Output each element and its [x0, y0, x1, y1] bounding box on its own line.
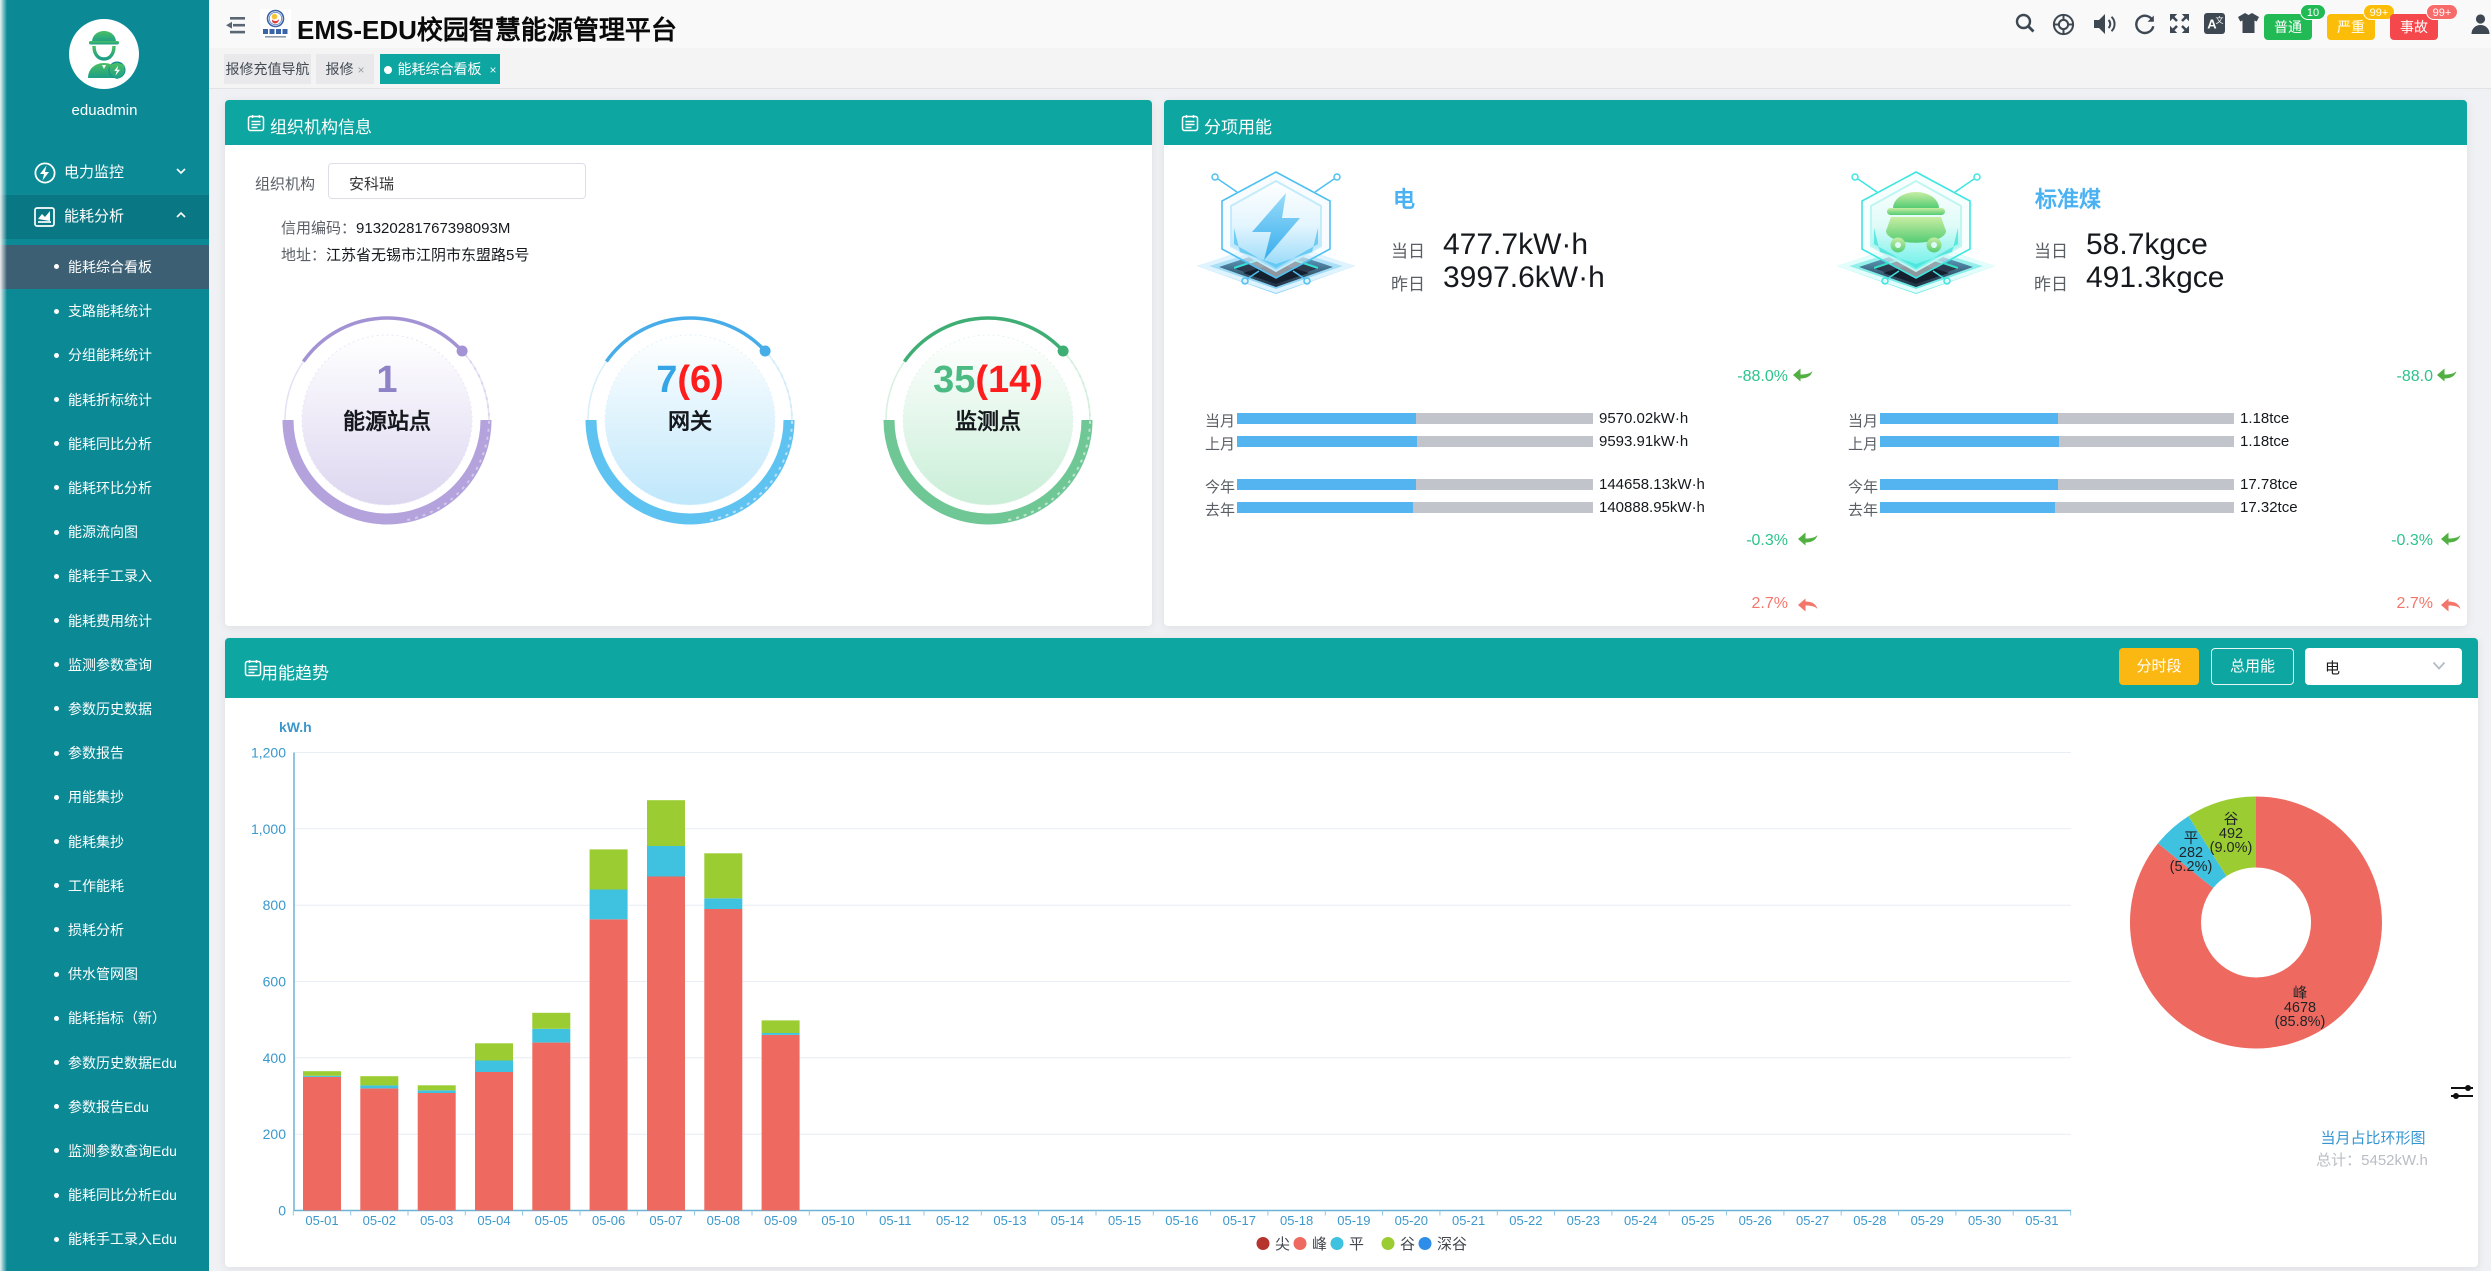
svg-text:05-11: 05-11 [879, 1213, 911, 1228]
svg-text:A: A [2207, 17, 2217, 32]
svg-text:平: 平 [1349, 1236, 1364, 1253]
svg-text:4678: 4678 [2284, 1000, 2316, 1016]
svg-text:05-16: 05-16 [1165, 1213, 1198, 1228]
svg-text:05-04: 05-04 [477, 1213, 510, 1228]
svg-text:平: 平 [2184, 831, 2199, 847]
svg-text:峰: 峰 [1312, 1236, 1327, 1253]
svg-text:05-31: 05-31 [2025, 1213, 2058, 1228]
svg-text:05-10: 05-10 [821, 1213, 854, 1228]
svg-text:492: 492 [2219, 826, 2243, 842]
svg-text:05-28: 05-28 [1853, 1213, 1886, 1228]
svg-text:能源站点: 能源站点 [343, 409, 431, 434]
svg-text:05-13: 05-13 [993, 1213, 1026, 1228]
svg-text:1,200: 1,200 [251, 745, 286, 761]
svg-text:05-01: 05-01 [305, 1213, 338, 1228]
svg-text:05-26: 05-26 [1739, 1213, 1772, 1228]
svg-text:网关: 网关 [668, 409, 712, 434]
svg-text:(85.8%): (85.8%) [2275, 1014, 2326, 1030]
svg-text:35(14): 35(14) [933, 359, 1043, 401]
svg-text:1: 1 [376, 359, 397, 401]
svg-text:05-25: 05-25 [1681, 1213, 1714, 1228]
svg-text:0: 0 [278, 1203, 286, 1219]
svg-text:05-07: 05-07 [649, 1213, 682, 1228]
svg-text:05-23: 05-23 [1567, 1213, 1600, 1228]
svg-text:05-20: 05-20 [1395, 1213, 1428, 1228]
svg-text:kW.h: kW.h [279, 719, 312, 735]
svg-text:05-06: 05-06 [592, 1213, 625, 1228]
svg-text:深谷: 深谷 [1437, 1236, 1467, 1253]
svg-text:05-15: 05-15 [1108, 1213, 1141, 1228]
svg-text:7(6): 7(6) [656, 359, 724, 401]
svg-text:05-21: 05-21 [1452, 1213, 1485, 1228]
svg-text:(5.2%): (5.2%) [2170, 859, 2213, 875]
svg-text:峰: 峰 [2293, 985, 2308, 1002]
svg-text:05-17: 05-17 [1223, 1213, 1256, 1228]
svg-text:05-14: 05-14 [1051, 1213, 1084, 1228]
svg-text:05-18: 05-18 [1280, 1213, 1313, 1228]
svg-text:(9.0%): (9.0%) [2210, 840, 2253, 856]
svg-text:800: 800 [263, 897, 287, 913]
svg-text:200: 200 [263, 1126, 287, 1142]
svg-text:谷: 谷 [1400, 1236, 1415, 1253]
svg-text:05-02: 05-02 [363, 1213, 396, 1228]
svg-text:05-19: 05-19 [1337, 1213, 1370, 1228]
svg-text:05-30: 05-30 [1968, 1213, 2001, 1228]
svg-text:监测点: 监测点 [955, 409, 1021, 434]
svg-text:05-24: 05-24 [1624, 1213, 1657, 1228]
svg-text:总计：5452kW.h: 总计：5452kW.h [2316, 1152, 2428, 1169]
svg-text:600: 600 [263, 974, 287, 990]
svg-text:文: 文 [2216, 15, 2224, 25]
svg-text:400: 400 [263, 1050, 287, 1066]
svg-text:05-08: 05-08 [707, 1213, 740, 1228]
svg-text:05-29: 05-29 [1911, 1213, 1944, 1228]
svg-text:谷: 谷 [2224, 811, 2239, 828]
svg-text:05-05: 05-05 [535, 1213, 568, 1228]
svg-text:05-03: 05-03 [420, 1213, 453, 1228]
svg-text:05-27: 05-27 [1796, 1213, 1829, 1228]
svg-text:1,000: 1,000 [251, 821, 286, 837]
svg-text:05-22: 05-22 [1509, 1213, 1542, 1228]
svg-text:282: 282 [2179, 845, 2203, 861]
svg-text:尖: 尖 [1275, 1236, 1290, 1253]
svg-text:05-12: 05-12 [936, 1213, 969, 1228]
svg-text:05-09: 05-09 [764, 1213, 797, 1228]
svg-text:当月占比环形图: 当月占比环形图 [2320, 1130, 2425, 1147]
